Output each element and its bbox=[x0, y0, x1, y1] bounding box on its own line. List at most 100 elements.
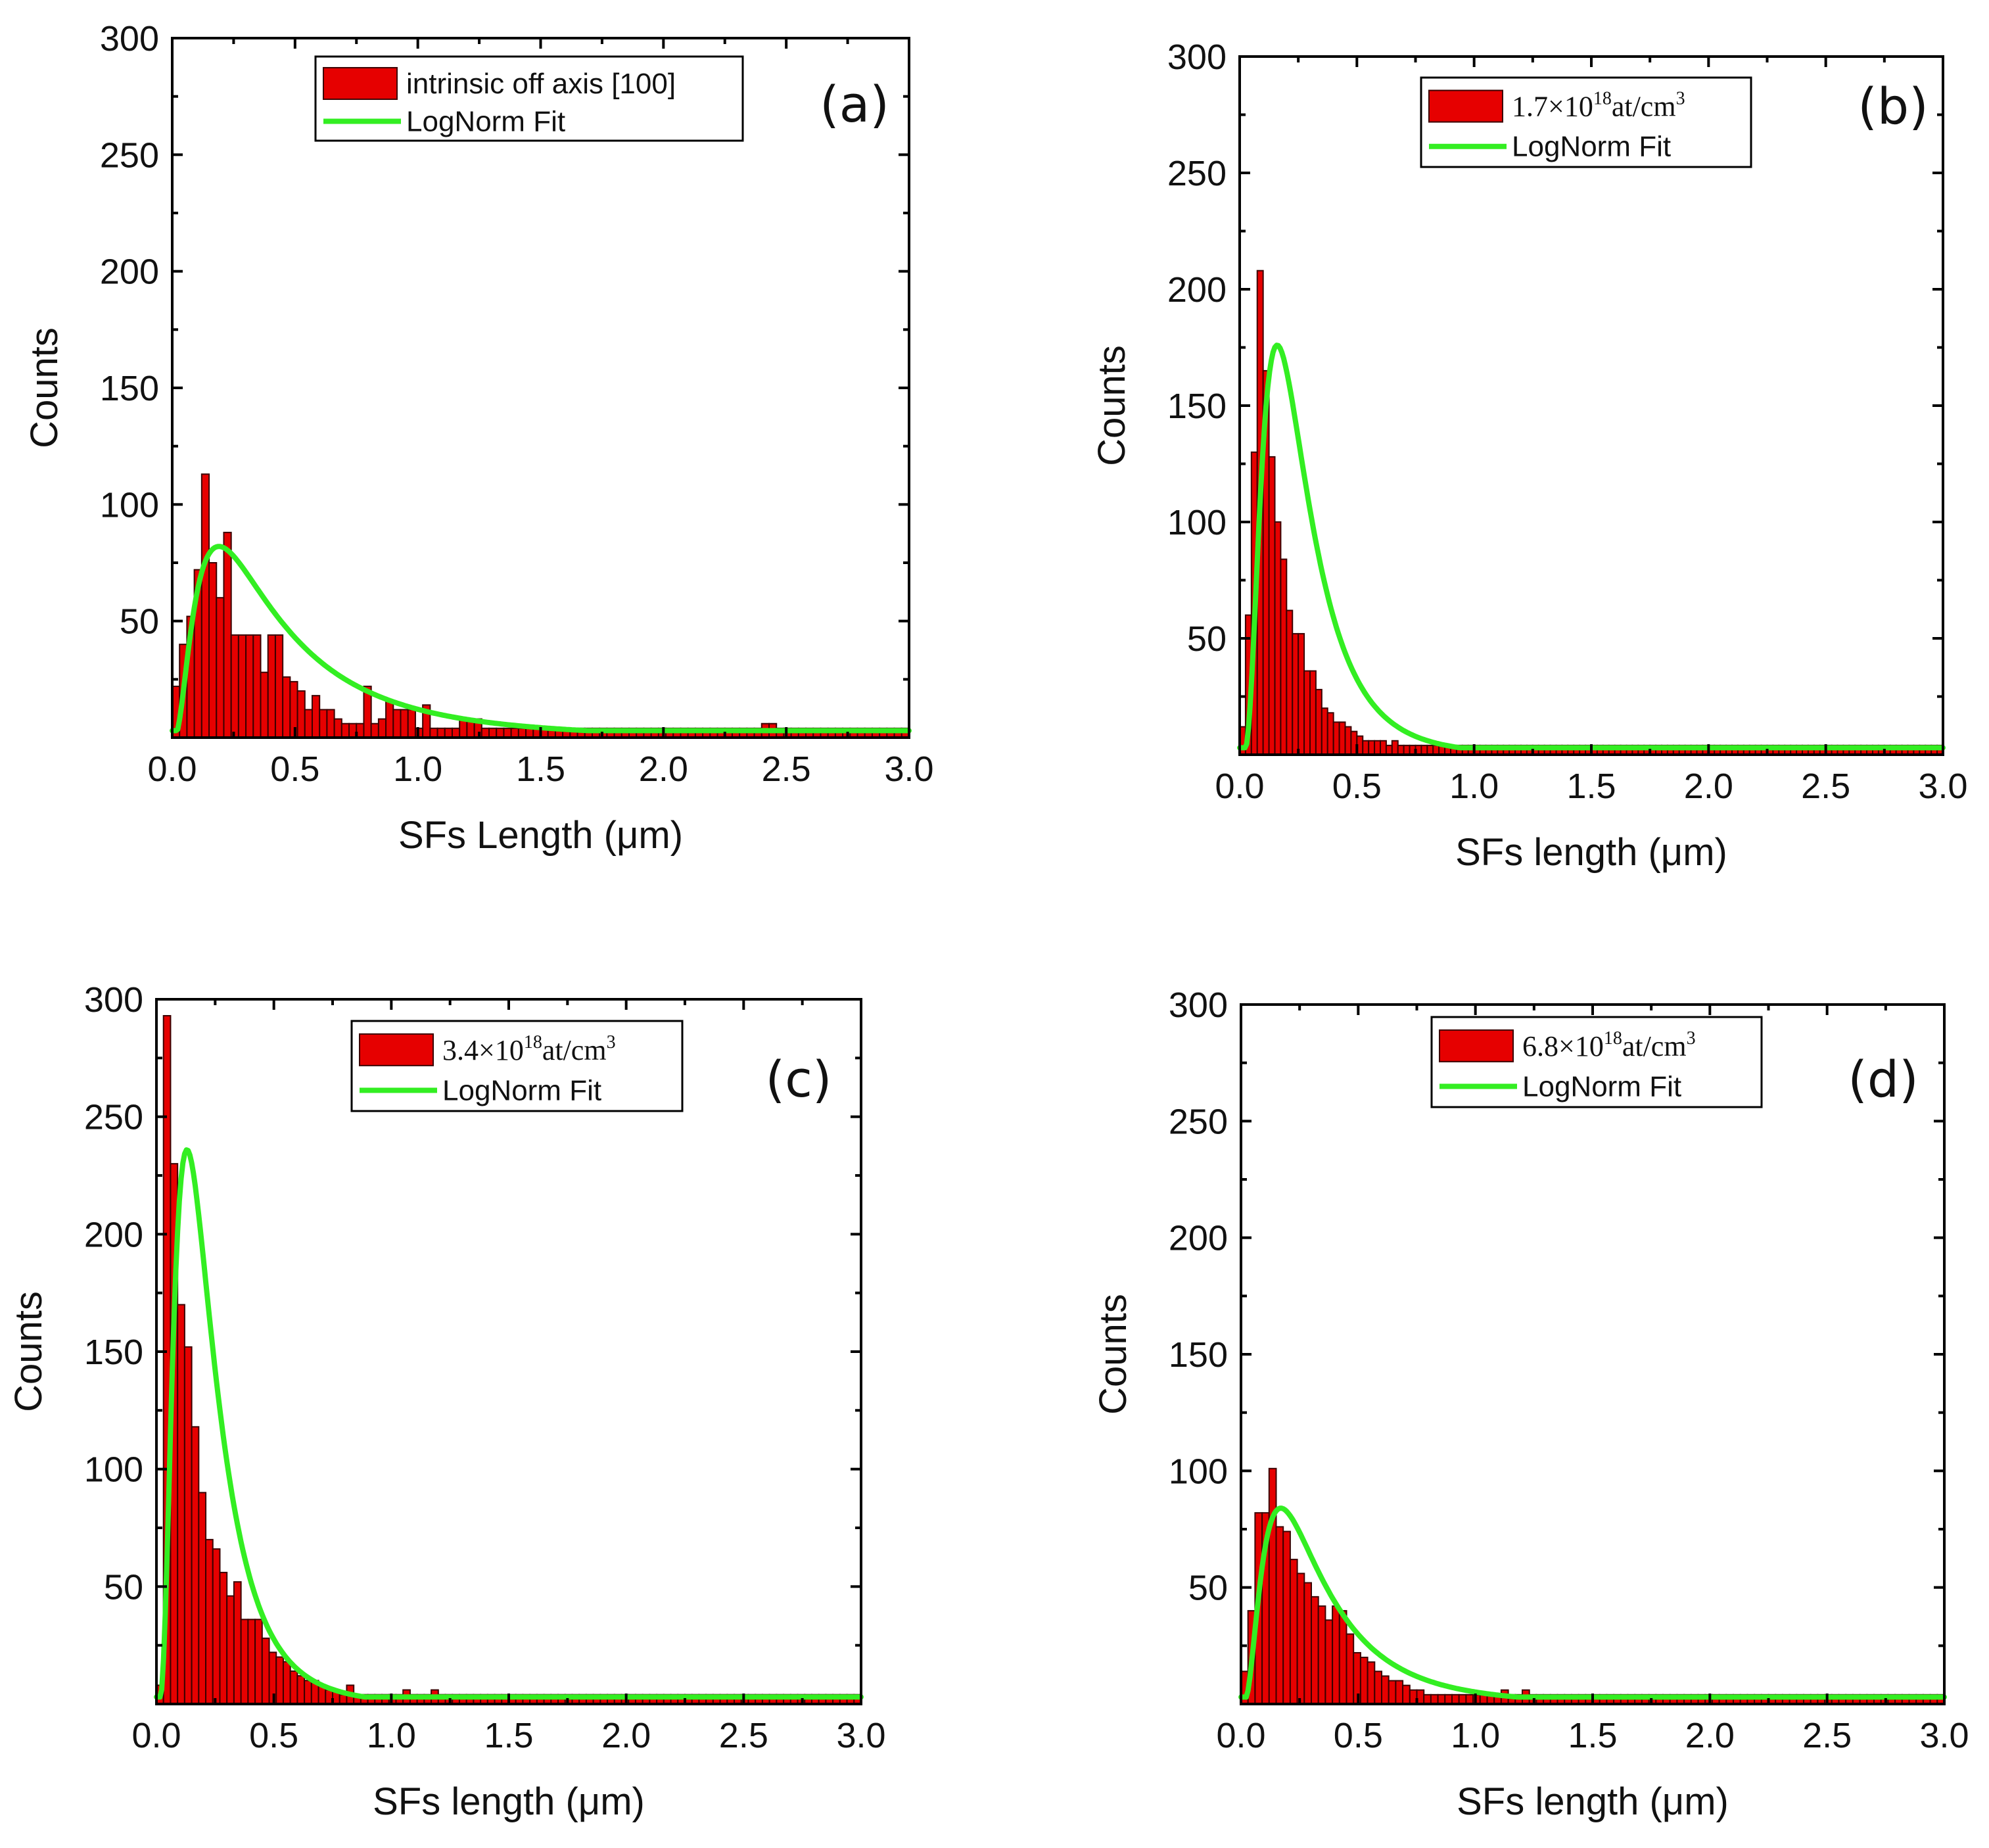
histogram-bar bbox=[289, 1670, 298, 1705]
histogram-bar bbox=[233, 1581, 242, 1705]
histogram-bar bbox=[339, 1694, 348, 1705]
histogram-bar bbox=[1303, 1582, 1313, 1705]
histogram-bar bbox=[237, 634, 247, 738]
x-tick-label: 0.5 bbox=[249, 1716, 298, 1755]
legend-label-part: intrinsic off axis [100] bbox=[406, 68, 676, 100]
histogram-bar bbox=[480, 727, 490, 739]
histogram-bar bbox=[1397, 744, 1405, 755]
histogram-bar bbox=[304, 709, 313, 738]
histogram-bar bbox=[1362, 740, 1370, 756]
histogram-bar bbox=[296, 690, 306, 738]
histogram-bar bbox=[1346, 1633, 1355, 1705]
x-tick-label: 2.5 bbox=[762, 749, 811, 789]
x-tick-label: 1.5 bbox=[1568, 1716, 1617, 1755]
histogram-bars bbox=[172, 473, 910, 739]
histogram-bar bbox=[1344, 726, 1352, 756]
histogram-bar bbox=[340, 723, 350, 738]
histogram-bar bbox=[525, 727, 534, 739]
histogram-bar bbox=[261, 1637, 270, 1705]
histogram-bar bbox=[1367, 1661, 1376, 1705]
histogram-bar bbox=[275, 1656, 284, 1705]
histogram-bar bbox=[436, 727, 446, 739]
x-tick-label: 1.5 bbox=[516, 749, 565, 789]
legend-label-part: 18 bbox=[524, 1032, 542, 1053]
y-tick-label: 150 bbox=[1169, 1335, 1228, 1375]
histogram-bar bbox=[1432, 744, 1440, 755]
histogram-bar bbox=[1391, 740, 1399, 756]
x-tick-label: 3.0 bbox=[1919, 1716, 1969, 1755]
y-tick-label: 200 bbox=[84, 1215, 143, 1254]
histogram-bar bbox=[226, 1595, 235, 1705]
x-tick-label: 3.0 bbox=[1918, 767, 1967, 806]
x-tick-label: 3.0 bbox=[884, 749, 933, 789]
x-tick-label: 1.0 bbox=[367, 1716, 416, 1755]
x-tick-label: 1.5 bbox=[1566, 767, 1616, 806]
histogram-bar bbox=[496, 727, 505, 739]
panel-label: (a) bbox=[820, 75, 889, 133]
panel-a: 0.0 0.5 1.0 1.5 2.0 2.5 3.0 50 100 150 200 250 300 SF… bbox=[23, 19, 934, 857]
histogram-bar bbox=[252, 634, 262, 738]
x-tick-label: 0.5 bbox=[1332, 767, 1382, 806]
legend-label-part: 3 bbox=[607, 1032, 616, 1053]
legend-label-part: 18 bbox=[1604, 1028, 1622, 1049]
histogram-bar bbox=[230, 634, 239, 738]
histogram-bar bbox=[1430, 1694, 1439, 1705]
y-tick-label: 200 bbox=[100, 252, 159, 292]
histogram-bar bbox=[370, 723, 379, 738]
legend-label-part: at/cm bbox=[1622, 1030, 1687, 1062]
x-tick-label: 0.0 bbox=[147, 749, 197, 789]
histogram-bar bbox=[1303, 670, 1311, 755]
histogram-bar bbox=[1280, 558, 1288, 755]
x-axis-label: SFs length (μm) bbox=[1455, 831, 1727, 874]
histogram-bar bbox=[296, 1675, 306, 1705]
histogram-bar bbox=[451, 727, 461, 739]
y-axis-label: Counts bbox=[23, 327, 66, 448]
lognorm-fit-line bbox=[1237, 343, 1946, 751]
histogram-bar bbox=[1402, 1684, 1411, 1705]
histogram-bar bbox=[1268, 456, 1276, 755]
histogram-bar bbox=[1388, 1680, 1397, 1705]
histogram-bar bbox=[1296, 1573, 1305, 1705]
legend: 3.4×1018at/cm3 LogNorm Fit bbox=[350, 1020, 684, 1112]
x-tick-label: 2.0 bbox=[1685, 1716, 1735, 1755]
y-tick-label: 250 bbox=[1167, 154, 1227, 193]
histogram-bar bbox=[240, 1619, 249, 1705]
y-tick-label: 100 bbox=[1167, 503, 1227, 542]
y-tick-label: 200 bbox=[1169, 1219, 1228, 1258]
histogram-bar bbox=[1311, 1596, 1319, 1705]
x-tick-label: 3.0 bbox=[836, 1716, 885, 1755]
x-tick-label: 0.0 bbox=[1215, 767, 1264, 806]
histogram-bar bbox=[191, 1426, 200, 1705]
histogram-bar bbox=[282, 1661, 291, 1705]
y-tick-label: 50 bbox=[104, 1567, 143, 1607]
y-axis-label: Counts bbox=[7, 1291, 50, 1412]
y-tick-label: 300 bbox=[100, 19, 159, 59]
y-tick-label: 200 bbox=[1167, 270, 1227, 310]
histogram-bar bbox=[245, 634, 254, 738]
histogram-bar bbox=[216, 597, 225, 739]
legend-label-histogram: 1.7×1018at/cm3 bbox=[1512, 89, 1685, 123]
panel-label: (d) bbox=[1848, 1050, 1919, 1108]
legend: 6.8×1018at/cm3 LogNorm Fit bbox=[1430, 1016, 1763, 1108]
y-tick-label: 250 bbox=[84, 1098, 143, 1137]
y-tick-label: 150 bbox=[84, 1333, 143, 1372]
histogram-bar bbox=[517, 727, 527, 739]
panel-label: (b) bbox=[1858, 77, 1929, 135]
histogram-bar bbox=[274, 634, 284, 738]
histogram-bar bbox=[1458, 1694, 1467, 1705]
legend-label-part: 1.7×10 bbox=[1512, 91, 1593, 123]
legend-label-part: 3.4×10 bbox=[442, 1034, 524, 1066]
histogram-bar bbox=[319, 709, 328, 738]
histogram-bar bbox=[1423, 1694, 1432, 1705]
legend-swatch-bars bbox=[1428, 89, 1503, 123]
histogram-bar bbox=[1274, 521, 1282, 755]
y-tick-label: 300 bbox=[1167, 37, 1227, 77]
y-tick-label: 50 bbox=[120, 602, 159, 642]
panel-d: 0.0 0.5 1.0 1.5 2.0 2.5 3.0 50 100 150 200 250 300 SF… bbox=[1092, 985, 1969, 1823]
legend-label-histogram: 3.4×1018at/cm3 bbox=[442, 1032, 616, 1066]
histogram-bar bbox=[1359, 1657, 1369, 1705]
y-tick-label: 100 bbox=[100, 485, 159, 525]
x-tick-label: 0.5 bbox=[1334, 1716, 1383, 1755]
x-tick-label: 1.0 bbox=[1451, 1716, 1500, 1755]
